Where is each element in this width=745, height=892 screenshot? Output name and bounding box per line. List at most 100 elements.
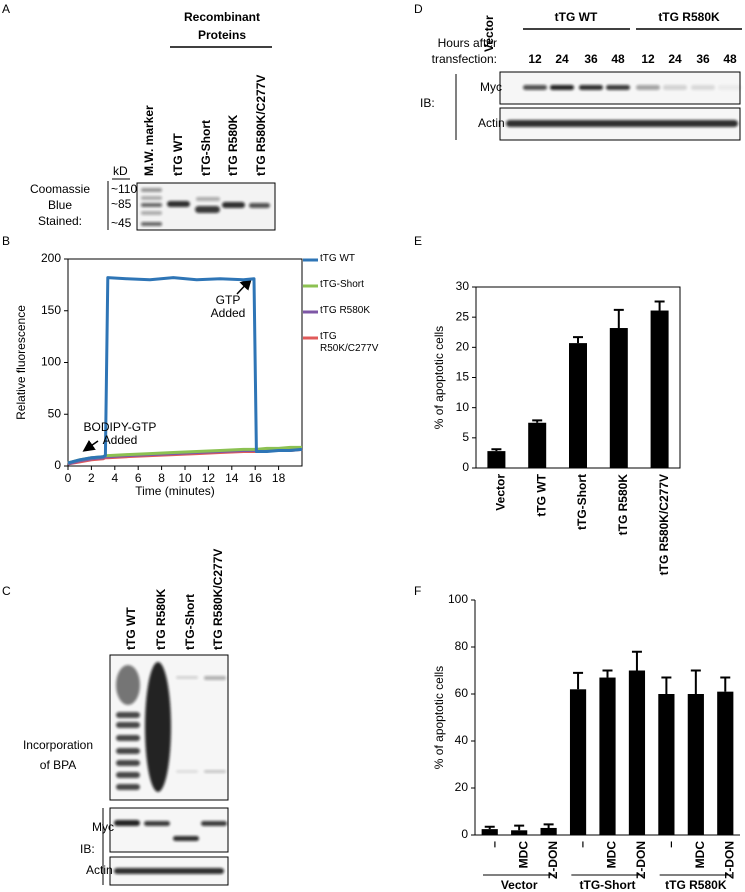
- row-label: Myc: [92, 820, 114, 834]
- group-label: tTG WT: [555, 10, 598, 24]
- x-tick-label: 18: [272, 471, 286, 485]
- blot-band: [141, 222, 162, 226]
- blot-band: [114, 820, 140, 826]
- bar: [609, 328, 628, 468]
- blot-band: [116, 784, 140, 790]
- blot-band: [141, 188, 162, 192]
- marker-label: ~110: [111, 182, 137, 196]
- y-tick-label: 200: [41, 251, 61, 265]
- x-tick-label: 14: [225, 471, 239, 485]
- y-tick-label: 10: [456, 400, 470, 414]
- blot-band: [116, 722, 140, 728]
- x-tick-label: Z-DON: [546, 841, 560, 879]
- blot-band: [523, 85, 547, 90]
- y-tick-label: 50: [48, 406, 62, 420]
- blot-band: [606, 85, 630, 90]
- error-bar: [573, 336, 583, 344]
- panel-label: B: [2, 234, 10, 248]
- error-bar: [613, 308, 624, 329]
- x-tick-label: –: [487, 841, 501, 848]
- x-tick-label: tTG R580K/C277V: [657, 474, 671, 575]
- bar: [650, 310, 669, 468]
- blot-band: [141, 203, 162, 207]
- y-axis-label: Relative fluorescence: [14, 305, 28, 420]
- arrow: [236, 277, 253, 295]
- y-tick-label: 0: [54, 458, 61, 472]
- error-bar: [631, 650, 642, 671]
- panel-label: C: [2, 584, 11, 598]
- y-tick-label: 0: [461, 827, 468, 841]
- bar: [599, 677, 616, 835]
- legend-entry: tTG-Short: [320, 279, 364, 290]
- error-bar: [543, 823, 554, 828]
- blot-band: [691, 85, 715, 90]
- blot: [109, 807, 229, 853]
- error-bar: [514, 824, 525, 831]
- blot-band: [145, 662, 171, 792]
- legend-label: tTG R50K/C277V: [320, 331, 379, 354]
- blot-band: [663, 85, 687, 90]
- lane-label: tTG R580K: [154, 588, 168, 650]
- blot-band: [195, 206, 220, 213]
- lane-label: tTG-Short: [183, 594, 197, 650]
- y-tick-label: 0: [462, 460, 469, 474]
- x-tick-label: 4: [111, 471, 118, 485]
- blot-band: [204, 770, 226, 773]
- heading: Recombinant: [184, 10, 260, 24]
- legend-entry: tTG R50K/C277V: [320, 331, 379, 354]
- blot-band: [116, 735, 140, 741]
- assay-label: of BPA: [40, 758, 76, 772]
- y-tick-label: 15: [456, 370, 470, 384]
- x-tick-label: 12: [202, 471, 216, 485]
- x-tick-label: MDC: [516, 841, 530, 869]
- stain-label: Coomassie: [30, 182, 90, 196]
- blot-band: [144, 821, 170, 826]
- blot-band: [116, 748, 140, 754]
- y-axis-label: % of apoptotic cells: [432, 666, 446, 769]
- error-bar: [690, 669, 701, 694]
- y-tick-label: 30: [456, 279, 470, 293]
- stain-label: Stained:: [38, 214, 82, 228]
- blot-band: [249, 203, 270, 208]
- x-tick-label: 0: [65, 471, 72, 485]
- x-tick-label: 10: [178, 471, 192, 485]
- x-tick-label: tTG WT: [534, 473, 548, 516]
- bar: [717, 691, 734, 835]
- error-bar: [654, 300, 665, 311]
- blot-band: [636, 85, 660, 90]
- blot-band: [506, 120, 738, 127]
- group-label: tTG R580K: [665, 878, 727, 892]
- bar: [569, 343, 587, 468]
- hours-label: transfection:: [432, 52, 497, 66]
- error-bar: [573, 671, 584, 690]
- x-tick-label: Vector: [494, 474, 508, 511]
- row-label: Actin: [478, 116, 505, 130]
- blot-band: [141, 211, 162, 215]
- annotation: BODIPY-GTP: [84, 420, 157, 434]
- blot-band: [196, 197, 220, 201]
- y-tick-label: 20: [455, 780, 469, 794]
- x-tick-label: MDC: [693, 841, 707, 869]
- x-tick-label: MDC: [605, 841, 619, 869]
- annotation: GTP: [216, 293, 241, 307]
- hours: 24: [668, 52, 682, 66]
- blot-band: [116, 772, 140, 778]
- group-label: Vector: [501, 878, 538, 892]
- assay-label: Incorporation: [23, 738, 93, 752]
- hours-label: Hours after: [438, 36, 497, 50]
- lane-label: Vector: [482, 15, 496, 52]
- blot-band: [718, 85, 742, 90]
- error-bar: [532, 419, 543, 423]
- y-tick-label: 25: [456, 309, 470, 323]
- y-tick-label: 60: [455, 686, 469, 700]
- blot-band: [222, 202, 245, 208]
- x-tick-label: 6: [135, 471, 142, 485]
- bar: [540, 827, 557, 835]
- hours: 48: [723, 52, 737, 66]
- heading: Proteins: [198, 28, 246, 42]
- x-tick-label: –: [664, 841, 678, 848]
- y-tick-label: 100: [448, 592, 468, 606]
- ib-label: IB:: [80, 842, 95, 856]
- error-bar: [602, 669, 613, 678]
- y-tick-label: 100: [41, 355, 61, 369]
